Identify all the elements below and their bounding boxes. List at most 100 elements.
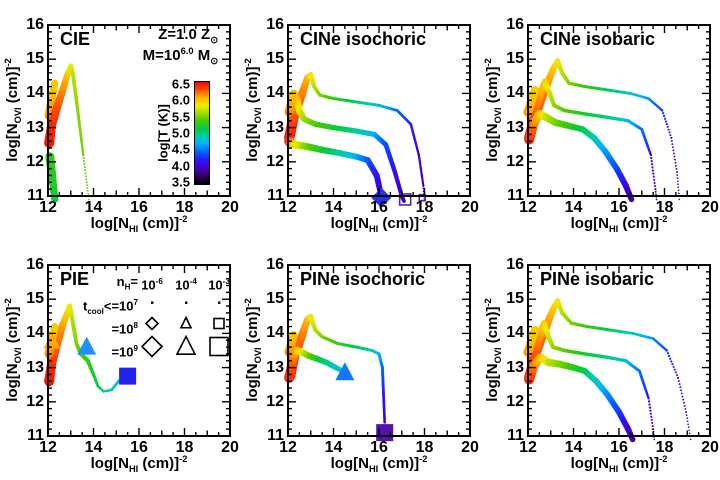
y-tick-label: 14 [266,324,284,342]
panel-pie: PIE 12 14 16 18 20 11 12 13 14 15 16 log[NHI (cm)]-… [0,240,240,480]
x-tick-label: 18 [655,199,674,216]
x-tick-label: 20 [221,199,239,216]
x-tick-label: 12 [519,439,537,456]
x-tick-label: 18 [415,199,434,216]
x-axis-label: log[NHI (cm)]-2 [330,214,428,234]
y-tick-label: 15 [26,50,44,68]
metallicity-annotation: Z=1.0 Z⊙ [158,26,218,45]
legend-density-value: 10-6 [141,277,163,293]
legend-symbol-holder [215,294,224,312]
legend-dot-icon [185,301,188,304]
y-tick-label: 15 [266,290,284,308]
x-tick-label: 16 [130,199,148,216]
y-tick-label: 14 [506,84,524,102]
x-tick-label: 12 [39,199,57,216]
legend-square-icon [209,336,229,357]
panel-title: PIE [60,269,90,289]
x-tick-label: 14 [564,199,583,216]
y-tick-label: 13 [26,118,44,136]
legend-diamond-icon [144,316,160,331]
y-tick-label: 12 [506,152,524,170]
panel-title: PINe isobaric [540,269,655,289]
y-tick-label: 12 [266,152,284,170]
legend-diamond-icon [140,335,164,358]
legend-row-label: =109 [111,344,138,360]
colorbar-tick-label: 5.5 [171,109,190,125]
y-tick-label: 13 [26,358,44,376]
y-tick-label: 13 [266,358,284,376]
x-tick-label: 12 [519,199,537,216]
x-tick-label: 18 [175,199,194,216]
y-tick-label: 11 [507,187,524,204]
panel-cie: CIE 12 14 16 18 20 11 12 13 14 15 16 log[NHI (cm)]-… [0,0,240,240]
colorbar-tick-label: 4.0 [171,158,190,174]
x-axis-label: log[NHI (cm)]-2 [570,454,668,474]
legend-triangle-icon [175,334,197,355]
y-tick-label: 13 [506,358,524,376]
y-tick-label: 12 [26,392,44,410]
y-axis-label: log[NOVI (cm)]-2 [483,58,503,162]
x-axis-label: log[NHI (cm)]-2 [330,454,428,474]
legend-symbol-holder [174,334,198,364]
y-tick-label: 14 [266,84,284,102]
panel-title: CINe isochoric [300,29,427,49]
plot-canvas-cine-isobaric [480,0,720,240]
colorbar-tick-label: 4.5 [171,141,190,157]
panel-title: PINe isochoric [300,269,426,289]
legend-symbol-holder [207,335,231,364]
y-axis-label: log[NOVI (cm)]-2 [483,298,503,402]
y-tick-label: 11 [507,427,524,444]
colorbar-tick-label: 6.0 [171,92,190,108]
plot-canvas-pine-isobaric [480,240,720,480]
x-tick-label: 18 [655,439,674,456]
y-tick-label: 14 [506,324,524,342]
colorbar [194,81,210,185]
y-axis-label: log[NOVI (cm)]-2 [243,298,263,402]
x-tick-label: 20 [461,199,479,216]
legend-density-value: 10-4 [175,277,197,293]
legend-square-icon [213,317,225,330]
y-tick-label: 16 [26,256,44,273]
x-tick-label: 14 [564,439,583,456]
x-tick-label: 16 [610,439,628,456]
colorbar-tick-label: 6.5 [171,76,190,92]
y-tick-label: 14 [26,84,44,102]
legend-row-label: =108 [111,321,138,337]
x-tick-label: 12 [279,439,297,456]
legend-row-label: tcool<=107 [82,298,138,316]
x-tick-label: 20 [701,199,719,216]
y-tick-label: 15 [506,50,524,68]
y-tick-label: 13 [266,118,284,136]
y-tick-label: 15 [26,290,44,308]
legend-symbol-holder [148,294,157,312]
x-axis-label: log[NHI (cm)]-2 [570,214,668,234]
legend-symbol-holder [182,294,191,312]
y-tick-label: 15 [266,50,284,68]
legend-symbol-holder [140,335,164,364]
x-tick-label: 16 [370,439,388,456]
colorbar-title: log[T (K)] [155,104,171,162]
y-tick-label: 12 [26,152,44,170]
x-tick-label: 18 [175,439,194,456]
y-tick-label: 16 [26,16,44,33]
colorbar-tick-label: 3.5 [171,174,190,190]
x-tick-label: 12 [279,199,297,216]
x-tick-label: 12 [39,439,57,456]
panel-pine-isochoric: PINe isochoric 12 14 16 18 20 11 12 13 14 15 16 log… [240,240,480,480]
x-tick-label: 20 [461,439,479,456]
x-tick-label: 16 [370,199,388,216]
plot-legend: nH= 10-6 10-4 10-3 tcool<=107 =108 =109 [0,240,240,370]
y-tick-label: 11 [27,187,44,204]
x-tick-label: 14 [84,199,103,216]
x-tick-label: 18 [415,439,434,456]
x-tick-label: 20 [701,439,719,456]
x-tick-label: 20 [221,439,239,456]
y-tick-label: 16 [266,16,284,33]
y-tick-label: 16 [266,256,284,273]
panel-pine-isobaric: PINe isobaric 12 14 16 18 20 11 12 13 14 15 16 log[… [480,240,720,480]
y-tick-label: 13 [506,118,524,136]
legend-symbol-holder [144,316,160,337]
legend-triangle-icon [179,315,193,329]
x-tick-label: 14 [324,439,343,456]
